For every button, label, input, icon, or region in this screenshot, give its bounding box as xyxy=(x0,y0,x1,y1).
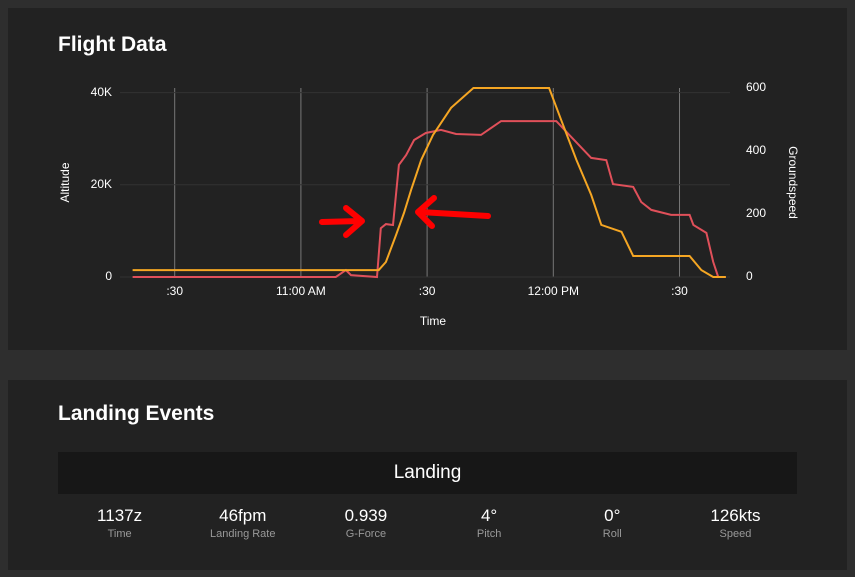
item-label: G-Force xyxy=(345,528,387,540)
item-label: Speed xyxy=(719,528,752,540)
item-value: 4° xyxy=(480,506,498,525)
panel-title: Landing Events xyxy=(58,402,215,425)
x-tick-label: 11:00 AM xyxy=(276,284,326,298)
y-tick-label: 20K xyxy=(91,177,112,191)
series-line xyxy=(132,87,726,278)
arrow xyxy=(415,195,491,229)
item-label: Landing Rate xyxy=(210,528,276,540)
landing-items: 1137z Time 46fpm Landing Rate 0.939 G-Force 4°… xyxy=(58,506,797,540)
y-tick-label: 40K xyxy=(91,85,112,99)
panel-title: Flight Data xyxy=(58,33,167,56)
arrow xyxy=(319,205,365,238)
x-tick-label: :30 xyxy=(166,284,183,298)
landing-item: 46fpm Landing Rate xyxy=(181,506,304,540)
landing-panel: Landing Events Landing 1137z Time 46fpm Lan… xyxy=(8,380,847,570)
landing-item: 4° Pitch xyxy=(428,506,551,540)
x-tick-label: 12:00 PM xyxy=(528,284,579,298)
item-value: 126kts xyxy=(710,506,761,525)
landing-item: 0° Roll xyxy=(551,506,674,540)
y2-tick-label: 0 xyxy=(746,269,753,283)
item-value: 46fpm xyxy=(219,506,267,525)
item-value: 1137z xyxy=(97,506,143,525)
y-tick-label: 0 xyxy=(105,269,112,283)
series-line xyxy=(132,120,726,279)
x-tick-label: :30 xyxy=(671,284,688,298)
flight-panel: Flight Data Groundspeed Altitude Time :30 12… xyxy=(8,8,847,350)
landing-item: 126kts Speed xyxy=(674,506,797,540)
landing-header: Landing xyxy=(58,452,797,494)
y2-axis-label: Groundspeed xyxy=(786,146,800,219)
landing-item: 0.939 G-Force xyxy=(304,506,427,540)
y2-tick-label: 600 xyxy=(746,80,766,94)
y2-tick-label: 400 xyxy=(746,143,766,157)
landing-item: 1137z Time xyxy=(58,506,181,540)
y-axis-label: Altitude xyxy=(58,162,72,202)
chart: Groundspeed Altitude Time :30 12:00 PM :30 11:… xyxy=(58,80,800,328)
annotation-arrows xyxy=(319,195,491,238)
item-value: 0.939 xyxy=(344,506,388,525)
item-label: Pitch xyxy=(476,528,502,540)
x-tick-label: :30 xyxy=(419,284,436,298)
x-axis-label: Time xyxy=(420,314,447,328)
item-label: Time xyxy=(107,528,132,540)
y2-tick-label: 200 xyxy=(746,206,766,220)
item-label: Roll xyxy=(602,528,622,540)
item-value: 0° xyxy=(604,506,621,525)
